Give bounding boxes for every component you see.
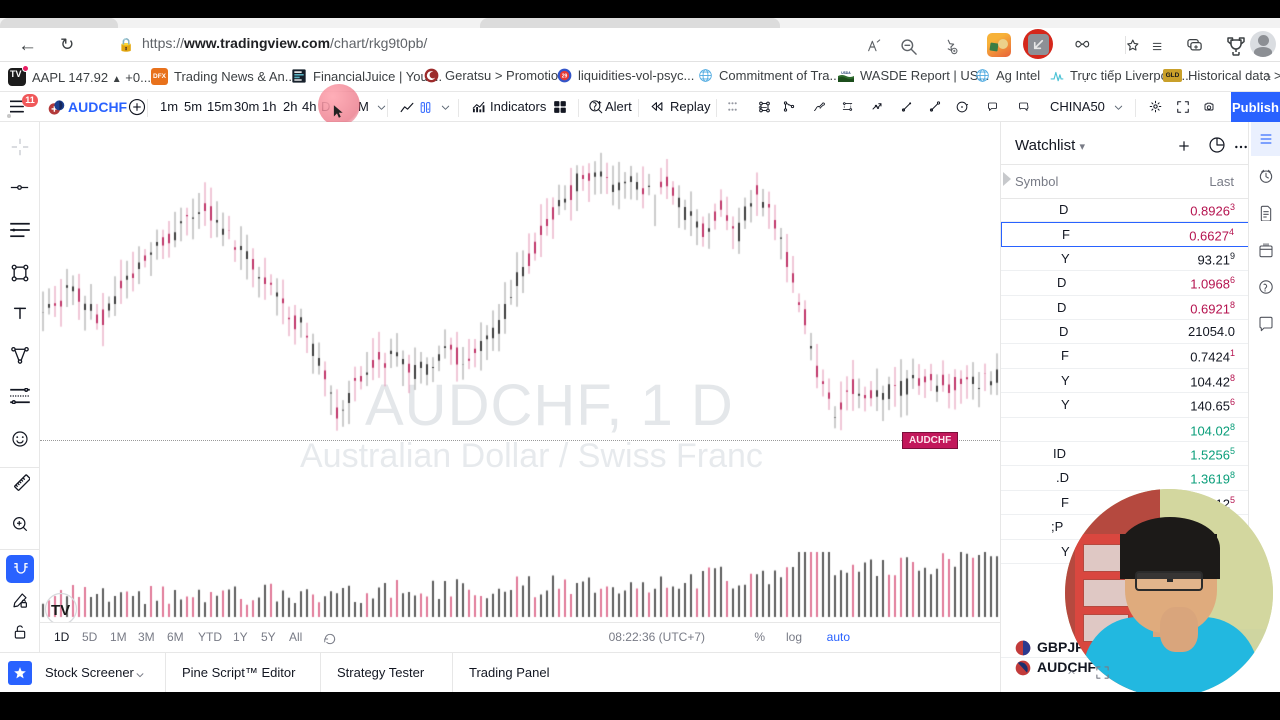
svg-text:USDA: USDA: [841, 71, 851, 75]
svg-text:29: 29: [562, 74, 568, 80]
svg-text:TV: TV: [51, 602, 70, 619]
